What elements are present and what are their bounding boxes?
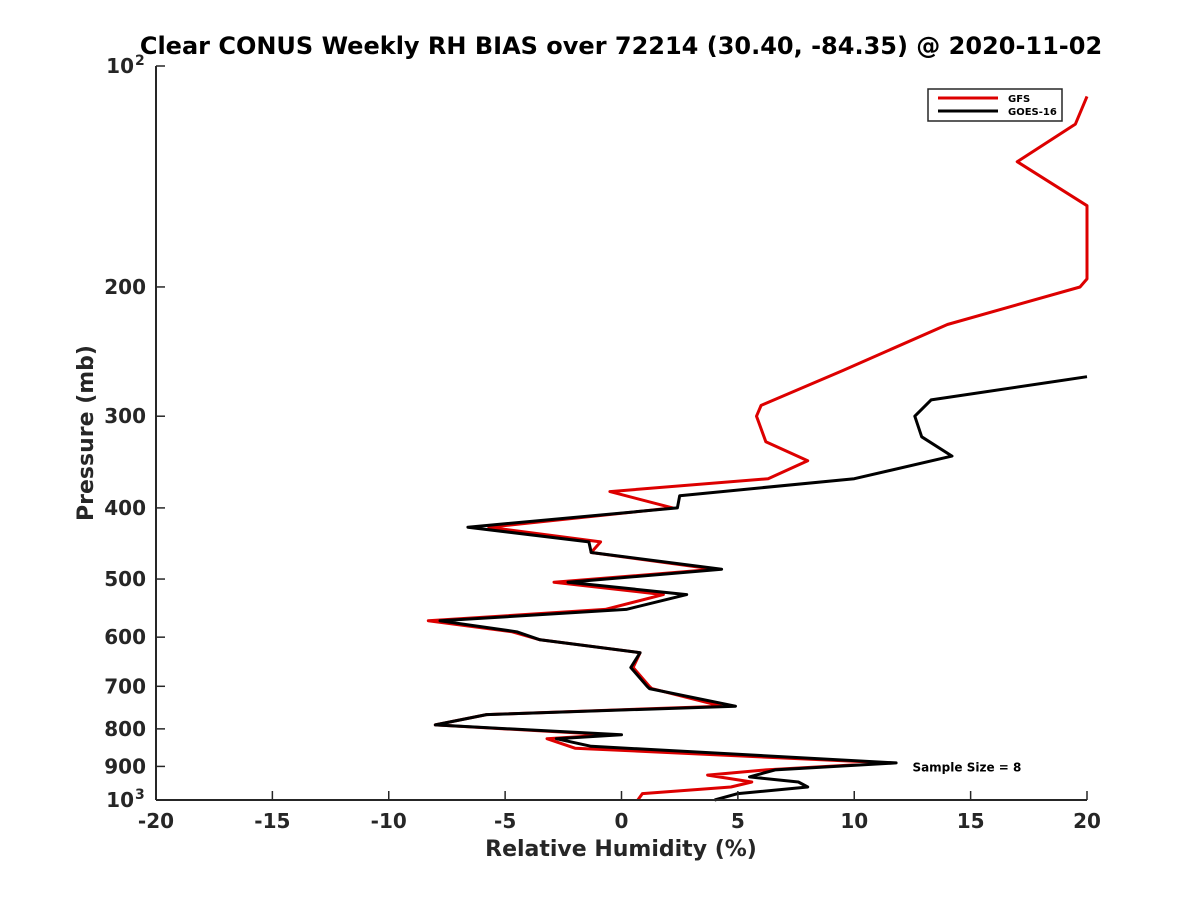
x-tick-label: 15 <box>957 809 985 833</box>
y-tick-label: 10 <box>106 788 134 812</box>
y-tick-label: 300 <box>104 404 146 428</box>
sample-size-annotation: Sample Size = 8 <box>912 760 1021 774</box>
x-tick-label: 20 <box>1073 809 1101 833</box>
series-line-goes-16 <box>433 375 1088 802</box>
y-tick-label: 600 <box>104 625 146 649</box>
y-axis-label: Pressure (mb) <box>74 345 99 521</box>
y-tick-label: 700 <box>104 674 146 698</box>
series-layer <box>426 95 1089 802</box>
legend-label-goes-16: GOES-16 <box>1008 107 1057 118</box>
x-tick-label: 0 <box>615 809 629 833</box>
x-tick-label: -5 <box>494 809 516 833</box>
chart-title: Clear CONUS Weekly RH BIAS over 72214 (3… <box>140 32 1102 60</box>
x-axis-label: Relative Humidity (%) <box>485 837 757 862</box>
y-tick-label: 200 <box>104 275 146 299</box>
y-tick-label: 900 <box>104 754 146 778</box>
x-tick-label: 10 <box>840 809 868 833</box>
legend: GFS GOES-16 <box>927 88 1063 122</box>
x-tick-label: -10 <box>371 809 407 833</box>
y-tick-label: 800 <box>104 717 146 741</box>
y-tick-label: 400 <box>104 496 146 520</box>
x-tick-label: -20 <box>138 809 174 833</box>
axis-layer <box>155 66 1087 801</box>
legend-label-gfs: GFS <box>1008 94 1030 105</box>
y-tick-label: 10 <box>106 54 134 78</box>
x-tick-label: 5 <box>731 809 745 833</box>
y-tick-exponent: 3 <box>135 787 145 803</box>
y-tick-label: 500 <box>104 567 146 591</box>
x-tick-label: -15 <box>254 809 290 833</box>
legend-box <box>927 88 1063 122</box>
series-line-gfs <box>426 95 1089 801</box>
y-tick-exponent: 2 <box>135 53 145 69</box>
